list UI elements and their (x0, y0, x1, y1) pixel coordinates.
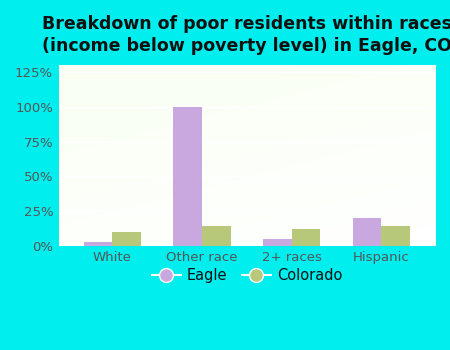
Title: Breakdown of poor residents within races
(income below poverty level) in Eagle, : Breakdown of poor residents within races… (42, 15, 450, 55)
Bar (173, 107, 202, 246)
Bar (352, 218, 381, 246)
Bar (381, 226, 410, 246)
Bar (292, 229, 320, 246)
Bar (202, 226, 231, 246)
Bar (263, 239, 292, 246)
Legend: Eagle, Colorado: Eagle, Colorado (146, 262, 348, 289)
Bar (84, 241, 112, 246)
Bar (112, 232, 141, 246)
